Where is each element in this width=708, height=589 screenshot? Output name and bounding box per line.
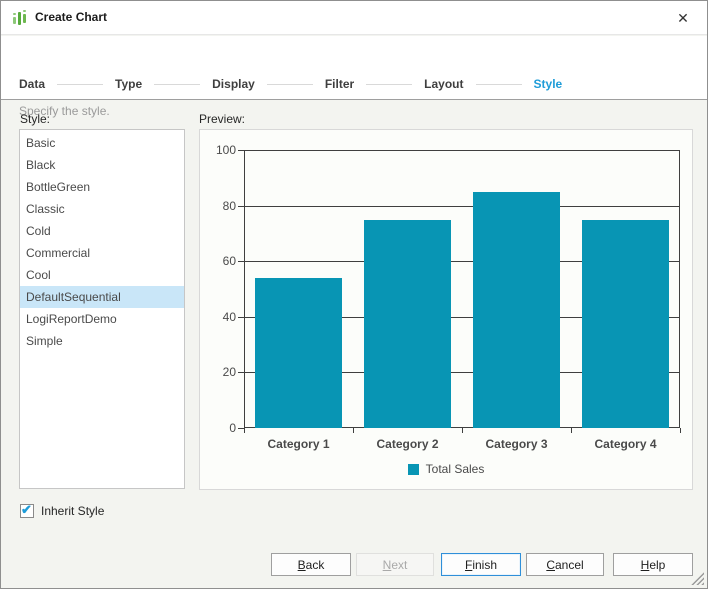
- chart-bars-icon: [12, 9, 29, 26]
- step-connector: [266, 83, 313, 85]
- x-axis-tick: [571, 428, 572, 433]
- chart-legend: Total Sales: [200, 462, 692, 476]
- style-listbox[interactable]: Basic Black BottleGreen Classic Cold Commerci…: [19, 129, 185, 489]
- window-title: Create Chart: [35, 10, 108, 24]
- y-axis-tick-label: 60: [222, 254, 236, 269]
- step-connector: [366, 83, 413, 85]
- button-mnemonic: H: [640, 557, 650, 572]
- button-label-rest: ack: [305, 557, 325, 572]
- x-axis-category-label: Category 3: [485, 437, 548, 451]
- style-list-item[interactable]: LogiReportDemo: [26, 312, 117, 326]
- x-axis-category-label: Category 4: [594, 437, 657, 451]
- x-axis-category-label: Category 2: [376, 437, 439, 451]
- button-label-rest: ancel: [554, 557, 584, 572]
- style-list-item[interactable]: Black: [26, 158, 56, 172]
- y-axis-tick: [238, 372, 244, 374]
- style-list-item[interactable]: Cool: [26, 268, 51, 282]
- step-description: Specify the style.: [19, 104, 110, 118]
- cancel-button[interactable]: Cancel: [526, 553, 604, 576]
- step-style[interactable]: Style: [533, 77, 563, 91]
- legend-swatch: [407, 463, 419, 475]
- bar-category-3: [473, 191, 560, 428]
- button-mnemonic: C: [546, 557, 555, 572]
- gridline: [244, 150, 680, 151]
- header-separator: [1, 99, 707, 100]
- title-bar: Create Chart ✕: [1, 1, 707, 35]
- wizard-steps: Data Type Display Filter Layout Style: [19, 76, 562, 92]
- x-axis-tick: [244, 428, 245, 433]
- step-display[interactable]: Display: [212, 77, 255, 91]
- y-axis-tick: [238, 316, 244, 318]
- style-list-item[interactable]: DefaultSequential: [20, 286, 184, 308]
- step-data[interactable]: Data: [19, 77, 46, 91]
- y-axis-tick: [238, 150, 244, 151]
- chart-preview-panel: 0 20 40 60 80 100 Category 1 Category 2 Category…: [199, 129, 693, 490]
- style-list-item[interactable]: Basic: [26, 136, 56, 150]
- style-list-item[interactable]: Commercial: [26, 246, 91, 260]
- inherit-style-checkbox[interactable]: ✔: [20, 502, 34, 518]
- x-axis-tick: [680, 428, 681, 433]
- y-axis-tick: [238, 261, 244, 263]
- y-axis-tick-label: 80: [222, 198, 236, 213]
- inherit-style-row: ✔ Inherit Style: [20, 502, 105, 519]
- step-layout[interactable]: Layout: [424, 77, 464, 91]
- button-label-rest: elp: [649, 557, 666, 572]
- button-label-rest: inish: [472, 557, 498, 572]
- y-axis-tick: [238, 205, 244, 207]
- gridline: [244, 205, 680, 207]
- plot-frame: [244, 150, 680, 428]
- y-axis-tick: [238, 428, 244, 429]
- style-list-item[interactable]: Classic: [26, 202, 65, 216]
- y-axis-tick-label: 20: [222, 365, 236, 380]
- button-label-rest: ext: [391, 557, 408, 572]
- legend-series-label: Total Sales: [425, 462, 485, 476]
- style-list-item[interactable]: Simple: [26, 334, 63, 348]
- y-axis-tick-label: 100: [215, 143, 236, 157]
- step-connector: [475, 83, 522, 85]
- step-filter[interactable]: Filter: [324, 77, 355, 91]
- style-list-item[interactable]: BottleGreen: [26, 180, 91, 194]
- close-icon[interactable]: ✕: [677, 9, 689, 26]
- style-list-label: Style:: [20, 112, 51, 126]
- x-axis-tick: [462, 428, 463, 433]
- step-connector: [57, 83, 104, 85]
- gridline: [244, 372, 680, 374]
- checkmark-icon: ✔: [21, 502, 32, 517]
- help-button[interactable]: Help: [613, 553, 693, 576]
- bar-category-1: [255, 277, 342, 428]
- gridline: [244, 261, 680, 263]
- style-list-item[interactable]: Cold: [26, 224, 51, 238]
- x-axis-category-label: Category 1: [267, 437, 330, 451]
- next-button: Next: [356, 553, 434, 576]
- inherit-style-label: Inherit Style: [41, 504, 105, 518]
- finish-button[interactable]: Finish: [441, 553, 521, 576]
- step-type[interactable]: Type: [115, 77, 143, 91]
- y-axis-tick-label: 40: [222, 309, 236, 324]
- back-button[interactable]: Back: [271, 553, 351, 576]
- gridline: [244, 316, 680, 318]
- x-axis-tick: [353, 428, 354, 433]
- bar-category-2: [364, 219, 451, 428]
- preview-label: Preview:: [199, 112, 246, 126]
- button-mnemonic: F: [464, 557, 473, 572]
- button-mnemonic: B: [297, 557, 306, 572]
- button-mnemonic: N: [382, 557, 392, 572]
- bar-chart: 0 20 40 60 80 100 Category 1 Category 2 Category…: [200, 130, 692, 489]
- y-axis-tick-label: 0: [229, 421, 236, 435]
- wizard-header: Data Type Display Filter Layout Style Specify…: [1, 36, 707, 118]
- step-connector: [154, 83, 201, 85]
- bar-category-4: [582, 219, 669, 428]
